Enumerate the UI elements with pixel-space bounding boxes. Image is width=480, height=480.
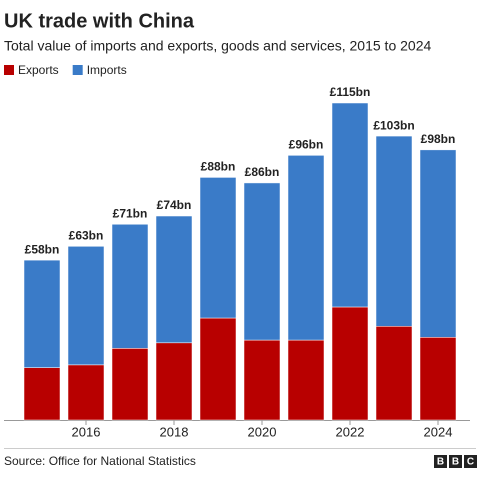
bar-segment bbox=[67, 364, 105, 421]
bar-segment bbox=[111, 348, 149, 421]
x-tick-label: 2024 bbox=[424, 424, 453, 439]
bar-segment bbox=[243, 182, 281, 341]
bar-segment bbox=[23, 259, 61, 368]
total-label: £71bn bbox=[113, 206, 148, 220]
x-tick-label: 2016 bbox=[72, 424, 101, 439]
logo-letter: B bbox=[452, 457, 459, 468]
logo-box bbox=[449, 455, 462, 468]
total-label: £88bn bbox=[201, 160, 236, 174]
logo-letter: C bbox=[467, 457, 474, 468]
source: Source: Office for National Statistics bbox=[4, 454, 196, 468]
x-tick-label: 2018 bbox=[160, 424, 189, 439]
logo-box bbox=[464, 455, 477, 468]
chart-title: UK trade with China bbox=[4, 10, 195, 32]
legend-label: Exports bbox=[18, 63, 59, 77]
bar-segment bbox=[287, 339, 325, 421]
bar-segment bbox=[375, 326, 413, 421]
bar-segment bbox=[199, 177, 237, 319]
bar-segment bbox=[375, 135, 413, 327]
bar-segment bbox=[287, 155, 325, 341]
x-tick-label: 2020 bbox=[248, 424, 277, 439]
legend-swatch bbox=[4, 65, 14, 75]
total-label: £63bn bbox=[69, 229, 104, 243]
logo-letter: B bbox=[437, 457, 444, 468]
total-label: £74bn bbox=[157, 198, 192, 212]
logo-box bbox=[434, 455, 447, 468]
bar-segment bbox=[23, 367, 61, 421]
legend-swatch bbox=[72, 65, 83, 75]
total-label: £96bn bbox=[289, 138, 324, 152]
chart-subtitle: Total value of imports and exports, good… bbox=[4, 38, 431, 54]
legend-label: Imports bbox=[87, 63, 127, 77]
bar-segment bbox=[419, 337, 457, 421]
x-tick-label: 2022 bbox=[336, 424, 365, 439]
total-label: £103bn bbox=[373, 118, 414, 132]
total-label: £115bn bbox=[330, 85, 371, 99]
bar-segment bbox=[243, 339, 281, 421]
bar-segment bbox=[67, 246, 105, 366]
bar-segment bbox=[331, 306, 369, 421]
total-label: £86bn bbox=[245, 165, 280, 179]
bar-segment bbox=[155, 215, 193, 344]
bar-segment bbox=[419, 149, 457, 338]
total-label: £98bn bbox=[421, 132, 456, 146]
bar-segment bbox=[155, 342, 193, 421]
bar-segment bbox=[111, 224, 149, 349]
bar-segment bbox=[199, 317, 237, 421]
total-label: £58bn bbox=[25, 242, 60, 256]
bar-segment bbox=[331, 102, 369, 308]
